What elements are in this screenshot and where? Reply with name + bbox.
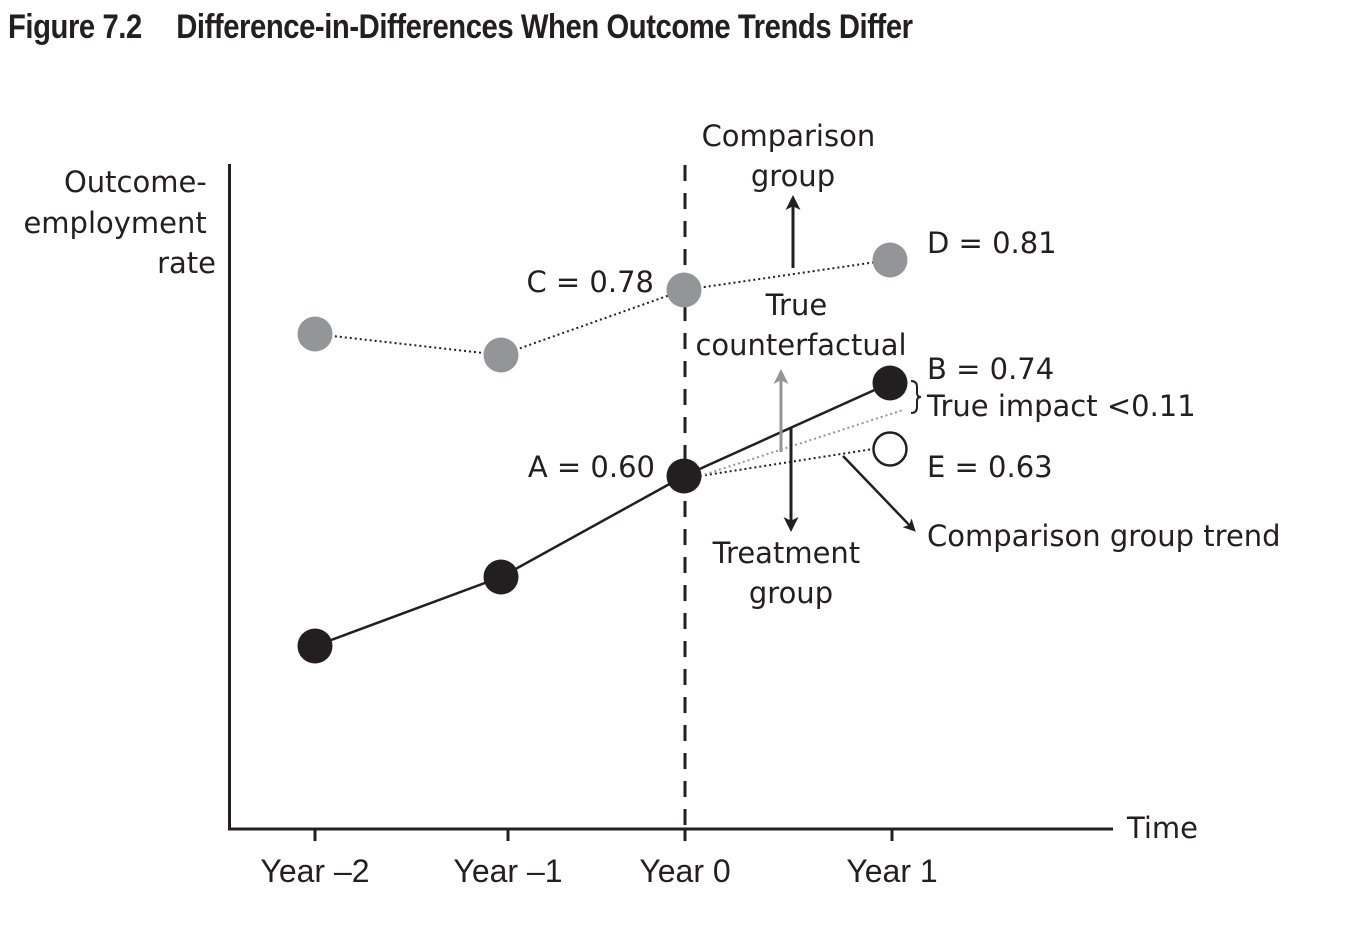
annotation-line: Treatment	[712, 536, 861, 570]
series-line-segment	[683, 259, 891, 291]
annotation-line: Comparison	[702, 119, 876, 153]
annotation-line: group	[751, 159, 835, 193]
treatment-point	[483, 559, 519, 595]
y-axis-label-line: Outcome-	[64, 165, 207, 199]
point-label-d: D = 0.81	[927, 226, 1057, 260]
x-axis-label: Time	[1126, 811, 1198, 845]
series-line-segment	[500, 474, 685, 579]
treatment-point	[666, 458, 702, 494]
point-label-e: E = 0.63	[927, 450, 1053, 484]
comparison-group-annotation: Comparison group	[702, 119, 885, 193]
point-label-a: A = 0.60	[528, 450, 655, 484]
x-ticks: Year –2 Year –1 Year 0 Year 1	[260, 829, 938, 889]
treatment-point	[297, 628, 333, 664]
series-line-segment	[683, 381, 891, 478]
y-axis-label: Outcome- employment rate	[23, 165, 216, 280]
y-axis-label-line: rate	[157, 246, 216, 280]
true-impact-brace	[910, 380, 922, 414]
series-line-segment	[699, 409, 904, 477]
x-tick-label: Year 1	[846, 853, 937, 889]
comparison-point	[666, 272, 702, 308]
annotation-line: group	[749, 576, 833, 610]
annotation-line: counterfactual	[695, 328, 906, 362]
comparison-point	[872, 242, 908, 278]
treatment-group-annotation: Treatment group	[712, 536, 870, 610]
counterfactual-point-e	[872, 431, 908, 467]
series-points	[297, 242, 908, 664]
figure-title: Figure 7.2 Difference-in-Differences When…	[8, 8, 913, 47]
treatment-point	[872, 365, 908, 401]
annotation-line: True	[765, 288, 828, 322]
y-axis-label-line: employment	[23, 206, 206, 240]
series-lines	[314, 259, 904, 648]
series-line-segment	[314, 333, 502, 356]
x-tick-label: Year –2	[260, 853, 369, 889]
true-counterfactual-annotation: True counterfactual	[695, 288, 906, 362]
figure-number: Figure 7.2	[8, 8, 142, 46]
x-tick-label: Year 0	[639, 853, 730, 889]
comparison-trend-annotation: Comparison group trend	[927, 519, 1281, 553]
figure-title-text: Difference-in-Differences When Outcome T…	[176, 8, 913, 46]
series-line-segment	[500, 289, 685, 356]
series-line-segment	[699, 448, 874, 477]
series-line-segment	[314, 575, 502, 648]
x-tick-label: Year –1	[453, 853, 562, 889]
point-label-b: B = 0.74	[927, 352, 1054, 386]
comparison-trend-arrow	[842, 455, 916, 532]
point-label-c: C = 0.78	[526, 265, 654, 299]
true-impact-annotation: True impact <0.11	[926, 389, 1196, 423]
comparison-point	[297, 316, 333, 352]
comparison-point	[483, 337, 519, 373]
